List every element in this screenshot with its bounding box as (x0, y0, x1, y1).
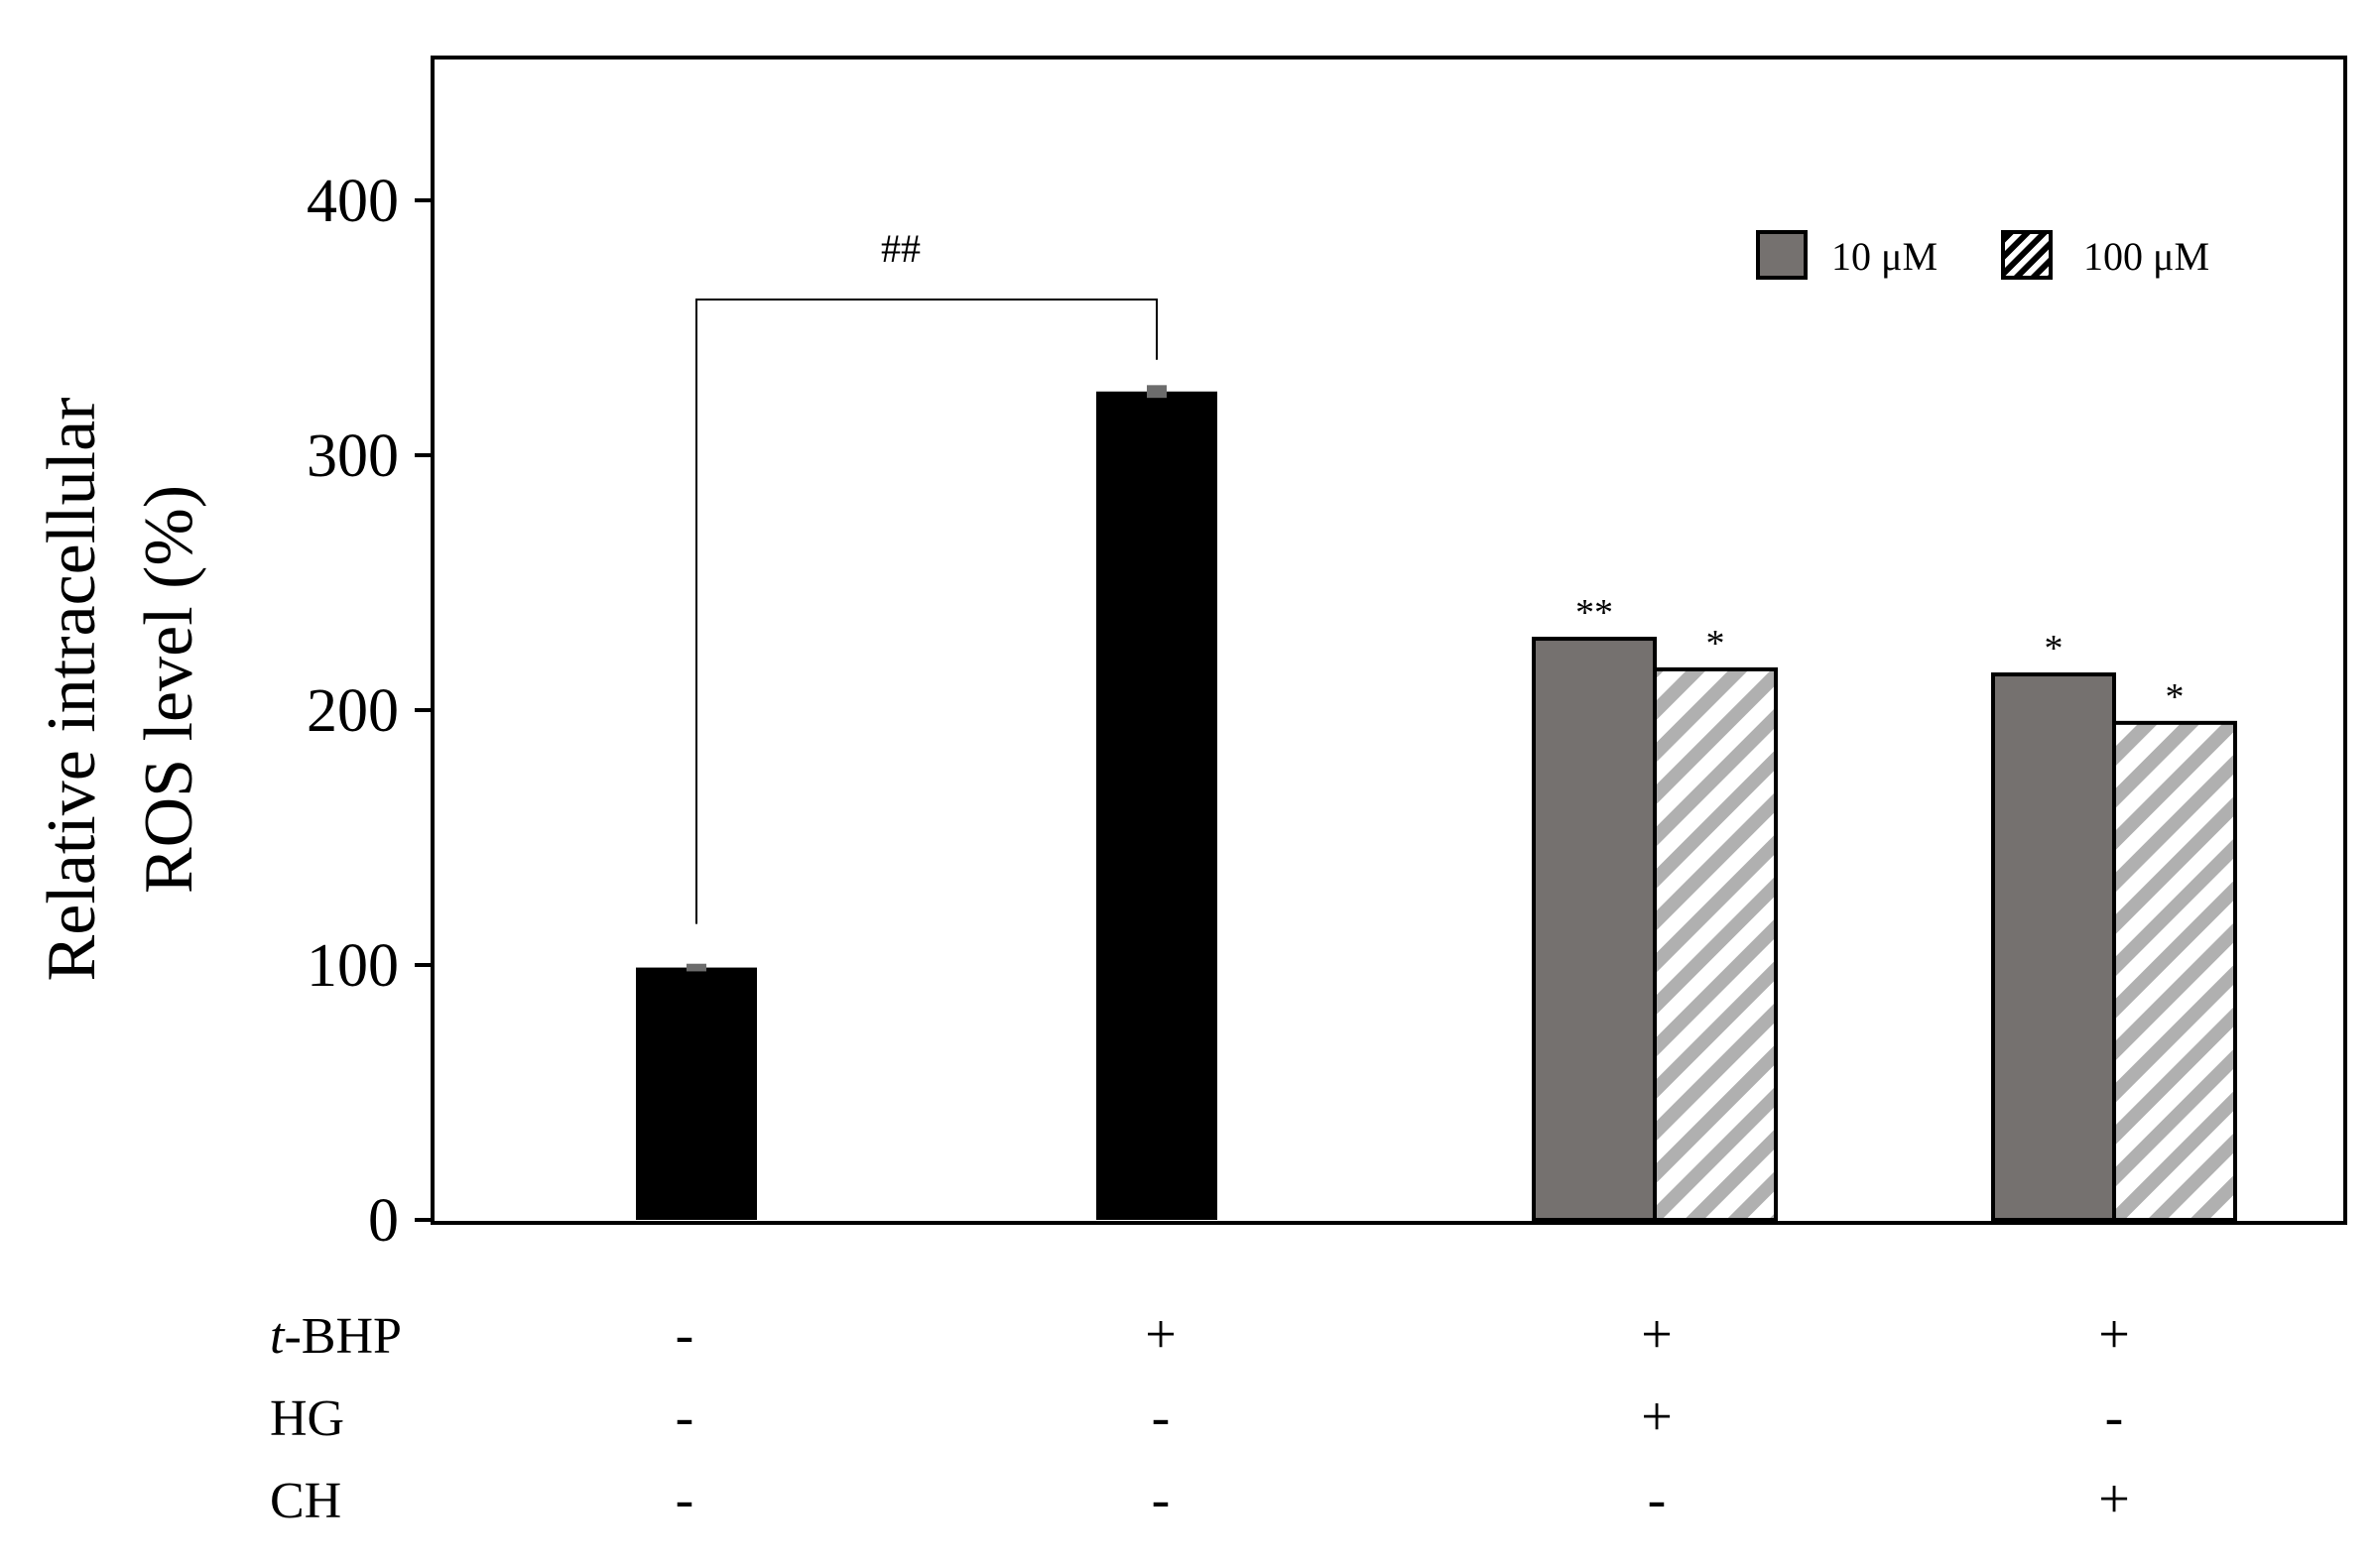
treatment-name: HG (270, 1390, 344, 1447)
y-tick-label: 0 (368, 1187, 399, 1255)
bars (636, 385, 2237, 1222)
bar (1532, 637, 1657, 1222)
y-axis-title-line1: Relative intracellular (34, 398, 110, 982)
treatment-value: - (2105, 1387, 2124, 1448)
significance-marker: * (2166, 676, 2185, 718)
significance-marker: * (2045, 628, 2064, 669)
legend-swatch-100uM (2001, 230, 2053, 280)
legend: 10 μM 100 μM (1756, 230, 2209, 280)
y-tick-label: 200 (307, 677, 399, 745)
y-tick-label: 400 (307, 168, 399, 235)
treatment-value: - (676, 1469, 694, 1530)
legend-label-10uM: 10 μM (1831, 234, 1938, 279)
y-tick-label: 300 (307, 422, 399, 490)
plot-frame (431, 56, 2347, 1225)
significance-marker: ** (1575, 592, 1613, 634)
treatment-value: - (676, 1387, 694, 1448)
treatment-name: CH (270, 1473, 341, 1529)
annotations: *** ** (1575, 592, 2185, 718)
comparison-bracket: ## (695, 226, 1158, 924)
comparison-label: ## (881, 226, 921, 271)
bar (1991, 672, 2116, 1222)
treatment-value: - (1152, 1387, 1171, 1448)
treatment-value: - (1648, 1469, 1667, 1530)
legend-label-100uM: 100 μM (2083, 234, 2209, 279)
comparison-line (695, 299, 1158, 924)
significance-marker: * (1706, 623, 1725, 664)
bar (1653, 666, 1778, 1222)
y-axis: 0 100 200 300 400 (307, 168, 433, 1255)
bar (1096, 391, 1217, 1220)
legend-swatch-10uM (1756, 230, 1808, 280)
error-bar (1147, 385, 1167, 399)
treatment-value: + (2098, 1304, 2130, 1366)
bar (636, 967, 757, 1220)
treatment-value: + (1145, 1304, 1177, 1366)
treatment-table: t-BHP - + + + HG - - + - CH - - - + (270, 1304, 2130, 1530)
treatment-value: + (2098, 1469, 2130, 1530)
y-axis-title-line2: ROS level (%) (131, 485, 207, 894)
error-bar (687, 963, 706, 972)
bar (2112, 720, 2237, 1222)
y-tick-label: 100 (307, 932, 399, 1000)
treatment-name: t-BHP (270, 1308, 402, 1365)
treatment-value: + (1641, 1304, 1673, 1366)
treatment-value: - (676, 1304, 694, 1366)
treatment-value: - (1152, 1469, 1171, 1530)
treatment-value: + (1641, 1387, 1673, 1448)
